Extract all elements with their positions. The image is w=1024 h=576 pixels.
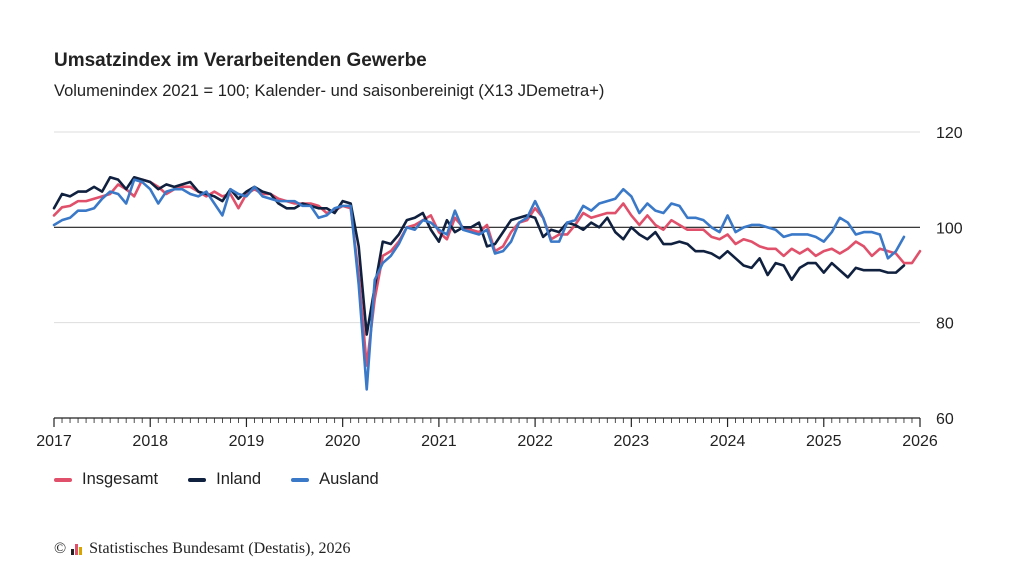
series-line-insgesamt [52, 178, 922, 367]
x-tick-label: 2020 [325, 433, 361, 450]
legend-label-inland: Inland [216, 470, 262, 488]
legend-swatch-inland [188, 477, 207, 482]
x-tick-label: 2018 [132, 433, 168, 450]
legend-item-insgesamt: Insgesamt [54, 470, 158, 489]
legend-swatch-ausland [291, 477, 310, 482]
x-tick-label: 2024 [710, 433, 746, 450]
x-tick-label: 2023 [614, 433, 650, 450]
legend-label-ausland: Ausland [319, 470, 379, 488]
series-line-ausland [52, 178, 906, 391]
x-tick-label: 2022 [517, 433, 553, 450]
series-layer [52, 175, 922, 391]
legend-label-insgesamt: Insgesamt [82, 470, 159, 488]
y-tick-label: 100 [936, 220, 963, 237]
y-tick-label: 120 [936, 125, 963, 142]
legend-item-inland: Inland [188, 470, 261, 489]
series-line-inland [52, 175, 906, 336]
source-note: © Statistisches Bundesamt (Destatis), 20… [54, 540, 350, 558]
chart-title: Umsatzindex im Verarbeitenden Gewerbe [54, 50, 427, 71]
source-text: Statistisches Bundesamt (Destatis), 2026 [89, 540, 351, 557]
x-tick-label: 2025 [806, 433, 842, 450]
y-tick-label: 60 [936, 411, 954, 428]
legend-item-ausland: Ausland [291, 470, 379, 489]
x-tick-label: 2021 [421, 433, 457, 450]
legend-swatch-insgesamt [54, 477, 72, 482]
copyright-symbol: © [54, 540, 67, 557]
axis-layer: 60 80 100 120 2017 2018 2019 2020 2021 2022 2023 20… [36, 125, 963, 450]
x-tick-label: 2026 [902, 433, 938, 450]
x-tick-label: 2017 [36, 433, 72, 450]
legend: Insgesamt Inland Ausland [54, 470, 379, 489]
chart-subtitle: Volumenindex 2021 = 100; Kalender- und s… [54, 82, 605, 100]
x-tick-label: 2019 [229, 433, 265, 450]
y-tick-label: 80 [936, 316, 954, 333]
line-chart: 60 80 100 120 2017 2018 2019 2020 2021 2022 2023 20… [36, 125, 963, 450]
destatis-logo-icon [71, 543, 83, 555]
